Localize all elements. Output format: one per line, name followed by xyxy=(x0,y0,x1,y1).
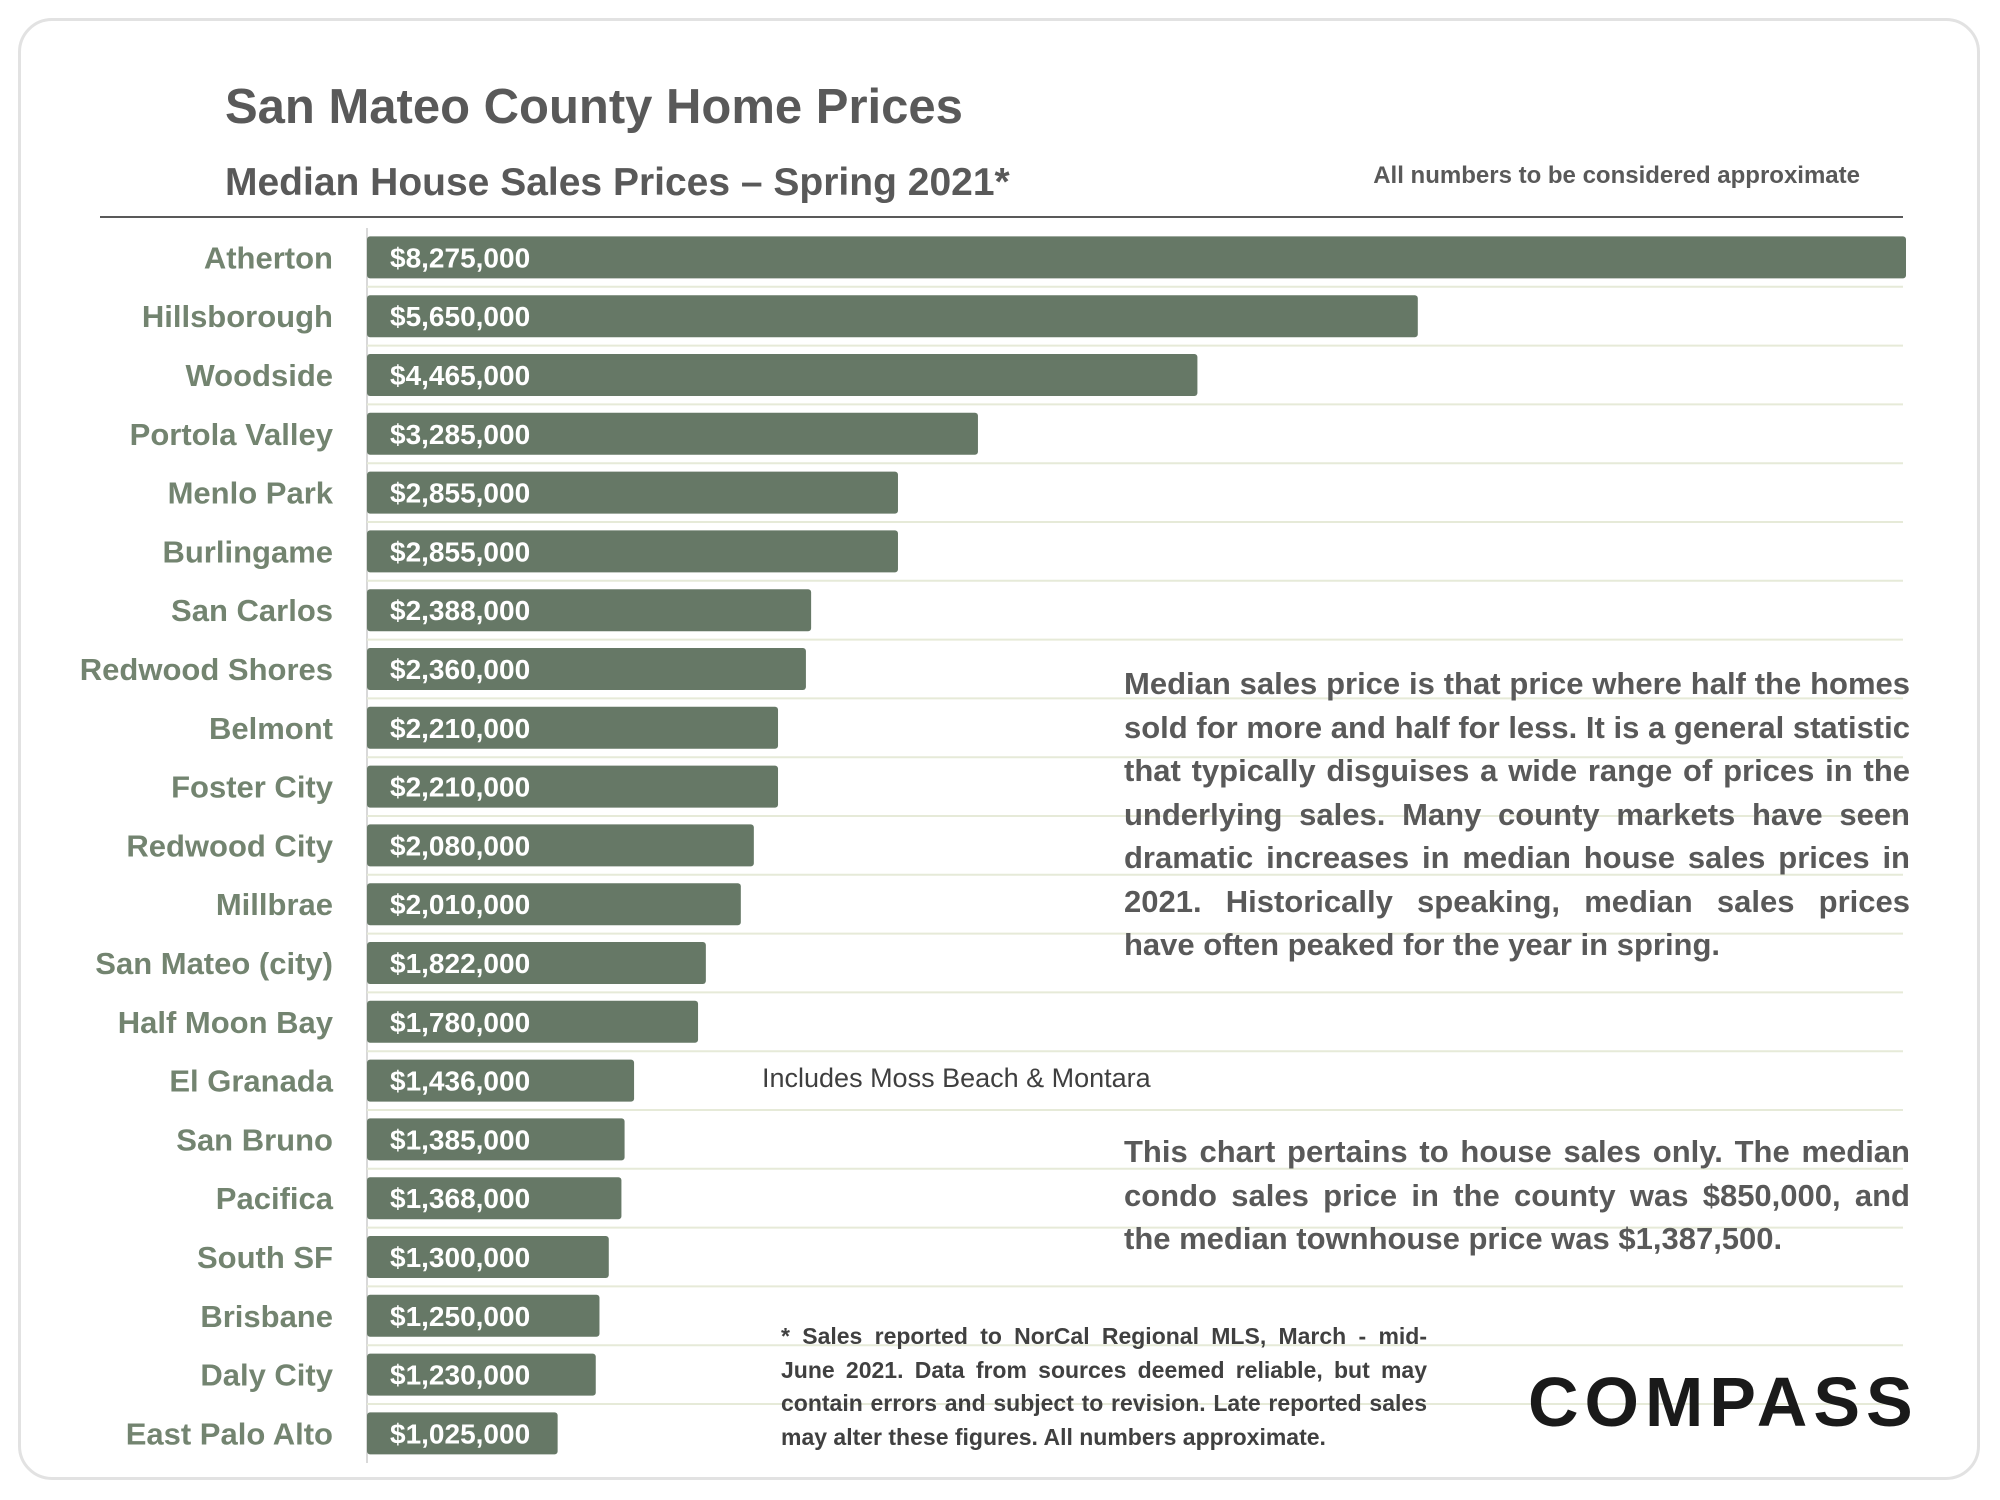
data-label-burlingame: $2,855,000 xyxy=(390,536,530,567)
data-label-belmont: $2,210,000 xyxy=(390,713,530,744)
bar-pacifica xyxy=(367,1177,622,1220)
disclaimer-text: All numbers to be considered approximate xyxy=(1373,162,1860,189)
category-label-woodside: Woodside xyxy=(185,358,333,393)
bar-menlo-park xyxy=(367,471,898,514)
category-label-redwood-shores: Redwood Shores xyxy=(80,652,333,687)
bar-belmont xyxy=(367,706,779,749)
category-label-east-palo-alto: East Palo Alto xyxy=(126,1416,333,1451)
bar-hillsborough xyxy=(367,295,1418,338)
data-label-redwood-city: $2,080,000 xyxy=(390,830,530,861)
median-explanation-note: Median sales price is that price where h… xyxy=(1124,666,1910,962)
source-footnote: * Sales reported to NorCal Regional MLS,… xyxy=(781,1323,1427,1450)
category-label-san-carlos: San Carlos xyxy=(171,593,333,628)
category-label-hillsborough: Hillsborough xyxy=(142,299,333,334)
bar-brisbane xyxy=(367,1294,600,1337)
category-label-redwood-city: Redwood City xyxy=(126,828,333,863)
data-label-east-palo-alto: $1,025,000 xyxy=(390,1418,530,1449)
data-label-menlo-park: $2,855,000 xyxy=(390,478,530,509)
data-label-san-carlos: $2,388,000 xyxy=(390,595,530,626)
category-label-half-moon-bay: Half Moon Bay xyxy=(118,1005,334,1040)
bar-san-carlos xyxy=(367,589,812,632)
data-label-south-sf: $1,300,000 xyxy=(390,1242,530,1273)
category-label-el-granada: El Granada xyxy=(169,1064,333,1099)
bar-daly-city xyxy=(367,1353,596,1396)
chart-subtitle: Median House Sales Prices – Spring 2021* xyxy=(225,161,1010,204)
data-label-hillsborough: $5,650,000 xyxy=(390,301,530,332)
bar-san-mateo-city xyxy=(367,942,706,984)
data-label-atherton: $8,275,000 xyxy=(390,242,530,273)
data-label-san-bruno: $1,385,000 xyxy=(390,1124,530,1155)
bar-redwood-shores xyxy=(367,648,806,690)
data-label-el-granada: $1,436,000 xyxy=(390,1066,530,1097)
data-label-portola-valley: $3,285,000 xyxy=(390,419,530,450)
bar-millbrae xyxy=(367,883,741,926)
chart-title: San Mateo County Home Prices xyxy=(225,80,963,134)
category-label-san-mateo-city: San Mateo (city) xyxy=(95,946,333,981)
data-label-woodside: $4,465,000 xyxy=(390,360,530,391)
bar-burlingame xyxy=(367,530,898,573)
data-label-millbrae: $2,010,000 xyxy=(390,889,530,920)
bar-el-granada xyxy=(367,1059,635,1102)
compass-logo: COMPASS xyxy=(1528,1363,1919,1441)
bar-east-palo-alto xyxy=(367,1412,558,1455)
category-label-brisbane: Brisbane xyxy=(200,1299,333,1334)
category-label-atherton: Atherton xyxy=(204,240,333,275)
category-label-burlingame: Burlingame xyxy=(162,534,333,569)
el-granada-note: Includes Moss Beach & Montara xyxy=(762,1063,1151,1093)
bar-south-sf xyxy=(367,1236,609,1278)
bar-portola-valley xyxy=(367,412,978,455)
category-label-foster-city: Foster City xyxy=(171,770,334,805)
data-label-brisbane: $1,250,000 xyxy=(390,1301,530,1332)
bar-san-bruno xyxy=(367,1118,625,1161)
data-label-san-mateo-city: $1,822,000 xyxy=(390,948,530,979)
category-label-belmont: Belmont xyxy=(209,711,333,746)
bar-atherton xyxy=(367,236,1906,279)
bar-redwood-city xyxy=(367,824,754,867)
category-label-daly-city: Daly City xyxy=(200,1358,333,1393)
category-label-menlo-park: Menlo Park xyxy=(168,476,334,511)
data-label-pacifica: $1,368,000 xyxy=(390,1183,530,1214)
data-label-foster-city: $2,210,000 xyxy=(390,772,530,803)
category-label-pacifica: Pacifica xyxy=(216,1181,334,1216)
category-label-millbrae: Millbrae xyxy=(216,887,333,922)
bar-woodside xyxy=(367,354,1198,396)
category-label-san-bruno: San Bruno xyxy=(176,1122,333,1157)
data-label-half-moon-bay: $1,780,000 xyxy=(390,1007,530,1038)
house-sales-note: This chart pertains to house sales only.… xyxy=(1124,1134,1910,1256)
bar-foster-city xyxy=(367,765,779,808)
data-label-redwood-shores: $2,360,000 xyxy=(390,654,530,685)
category-label-south-sf: South SF xyxy=(197,1240,333,1275)
bar-half-moon-bay xyxy=(367,1000,699,1043)
bars: Atherton $8,275,000 Hillsborough $5,650,000… xyxy=(80,236,1906,1455)
data-label-daly-city: $1,230,000 xyxy=(390,1360,530,1391)
gridlines xyxy=(367,285,1903,1405)
category-label-portola-valley: Portola Valley xyxy=(130,417,334,452)
